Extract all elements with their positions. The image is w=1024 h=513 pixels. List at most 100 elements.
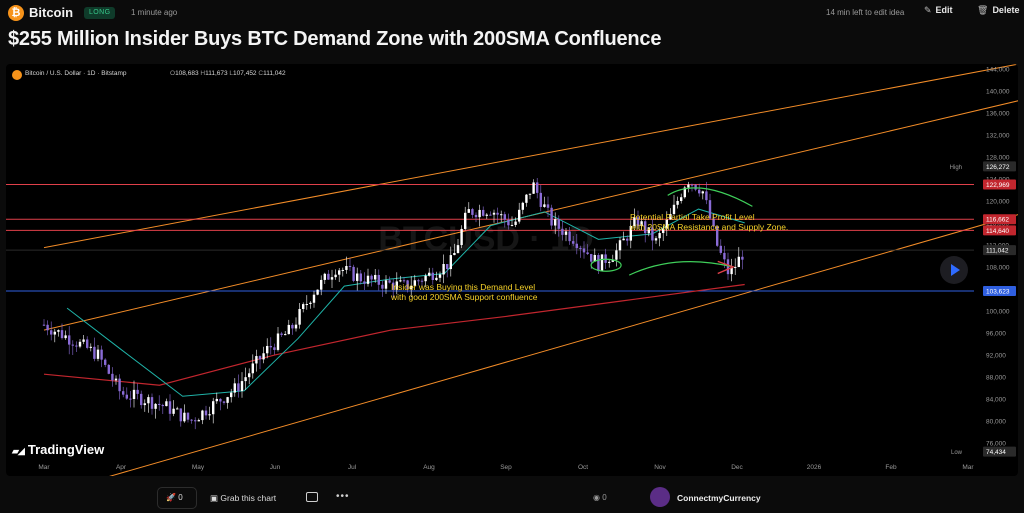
candle-body bbox=[356, 273, 359, 281]
candle-body bbox=[154, 403, 157, 409]
candle-body bbox=[453, 252, 456, 256]
candle-body bbox=[197, 420, 200, 422]
candle-body bbox=[96, 349, 100, 359]
level-tag bbox=[983, 245, 1016, 256]
candle-body bbox=[46, 324, 49, 331]
trash-icon: 🗑 bbox=[977, 5, 989, 15]
y-tick-label: 136,000 bbox=[986, 110, 1010, 117]
candle-body bbox=[370, 275, 373, 280]
candle-body bbox=[712, 218, 715, 227]
level-tag bbox=[983, 161, 1016, 172]
candle-body bbox=[165, 401, 168, 407]
candle-body bbox=[568, 231, 571, 242]
eye-icon: ◉ bbox=[593, 493, 600, 502]
level-tag-value: 126,272 bbox=[986, 164, 1010, 171]
candle-body bbox=[478, 209, 481, 218]
candle-body bbox=[669, 213, 672, 220]
candle-body bbox=[194, 420, 197, 422]
delete-button[interactable]: 🗑 Delete bbox=[977, 5, 1019, 16]
candle-body bbox=[665, 219, 668, 229]
candle-body bbox=[118, 378, 121, 392]
x-tick-label: Mar bbox=[38, 464, 50, 471]
play-button[interactable] bbox=[940, 256, 968, 284]
candle-body bbox=[467, 209, 470, 213]
candle-body bbox=[330, 277, 334, 280]
candle-body bbox=[500, 214, 503, 216]
comment-icon[interactable] bbox=[306, 492, 318, 502]
symbol-link[interactable]: Bitcoin bbox=[29, 5, 74, 20]
y-tick-label: 96,000 bbox=[986, 330, 1006, 337]
candle-body bbox=[633, 217, 636, 226]
candle-body bbox=[510, 224, 514, 226]
y-tick-label: 140,000 bbox=[986, 88, 1010, 95]
candle-body bbox=[150, 397, 154, 409]
y-tick-label: 92,000 bbox=[986, 352, 1006, 359]
candle-body bbox=[539, 192, 542, 207]
candle-body bbox=[262, 353, 265, 360]
candle-body bbox=[269, 345, 272, 348]
candle-body bbox=[244, 377, 247, 382]
sma20-line bbox=[66, 208, 745, 397]
author-name[interactable]: ConnectmyCurrency bbox=[677, 493, 761, 503]
candle-body bbox=[42, 324, 46, 326]
edit-button[interactable]: ✎ Edit bbox=[924, 5, 953, 16]
candle-body bbox=[442, 263, 445, 275]
candle-body bbox=[438, 274, 442, 278]
candle-body bbox=[251, 363, 254, 374]
supply-arc bbox=[667, 187, 753, 207]
candle-body bbox=[741, 256, 744, 260]
candle-body bbox=[464, 212, 467, 229]
level-tag bbox=[983, 446, 1016, 457]
rocket-icon: 🚀 bbox=[166, 493, 176, 502]
level-tag-value: 111,042 bbox=[986, 248, 1009, 255]
candle-body bbox=[402, 280, 406, 282]
edit-label: Edit bbox=[935, 5, 953, 15]
candle-body bbox=[485, 214, 488, 216]
candle-body bbox=[140, 393, 143, 406]
candle-body bbox=[312, 294, 316, 303]
candle-body bbox=[132, 389, 136, 399]
price-chart[interactable]: BTCUSD · 1D76,00080,00084,00088,00092,00… bbox=[6, 64, 1018, 476]
candle-body bbox=[658, 233, 661, 239]
candle-body bbox=[143, 403, 146, 406]
grab-chart-button[interactable]: ▣ Grab this chart bbox=[210, 493, 277, 503]
more-icon[interactable]: ••• bbox=[336, 491, 350, 502]
avatar[interactable] bbox=[650, 487, 670, 507]
candle-body bbox=[575, 243, 578, 249]
candle-body bbox=[309, 302, 312, 305]
tradingview-mark-icon: ▰◢ bbox=[12, 446, 25, 456]
y-tick-label: 144,000 bbox=[986, 66, 1010, 73]
bitcoin-icon[interactable]: ₿ bbox=[8, 5, 24, 21]
candle-body bbox=[543, 204, 546, 207]
play-icon bbox=[951, 264, 960, 276]
chart-panel[interactable]: BTCUSD · 1D 76,000 80,000 84,000 88,000 92,00… bbox=[6, 64, 1018, 476]
candle-body bbox=[86, 339, 89, 348]
level-tag-value: 103,623 bbox=[986, 288, 1010, 295]
candle-body bbox=[582, 248, 586, 253]
candle-body bbox=[280, 333, 283, 335]
candle-body bbox=[518, 209, 521, 222]
candle-body bbox=[233, 383, 236, 393]
candle-body bbox=[579, 248, 582, 250]
x-tick-label: Dec bbox=[731, 464, 743, 471]
candle-body bbox=[572, 241, 575, 244]
candle-body bbox=[266, 345, 269, 354]
candle-body bbox=[248, 373, 251, 378]
ohlc-readout: O108,683 H111,673 L107,452 C111,042 bbox=[170, 70, 286, 77]
candle-body bbox=[158, 403, 161, 405]
x-tick-label: Jun bbox=[270, 464, 281, 471]
boost-button[interactable]: 🚀 0 bbox=[157, 487, 197, 509]
level-tag-label: High bbox=[950, 165, 962, 171]
candle-body bbox=[352, 266, 355, 281]
candle-body bbox=[521, 202, 524, 210]
candle-body bbox=[363, 281, 366, 284]
candle-body bbox=[204, 410, 208, 416]
x-tick-label: Sep bbox=[500, 464, 512, 471]
candle-body bbox=[611, 259, 614, 262]
candle-body bbox=[338, 270, 341, 275]
candle-body bbox=[561, 228, 564, 235]
candle-body bbox=[644, 221, 647, 234]
candle-body bbox=[237, 383, 240, 392]
candle-body bbox=[64, 335, 67, 339]
candle-body bbox=[554, 219, 557, 226]
